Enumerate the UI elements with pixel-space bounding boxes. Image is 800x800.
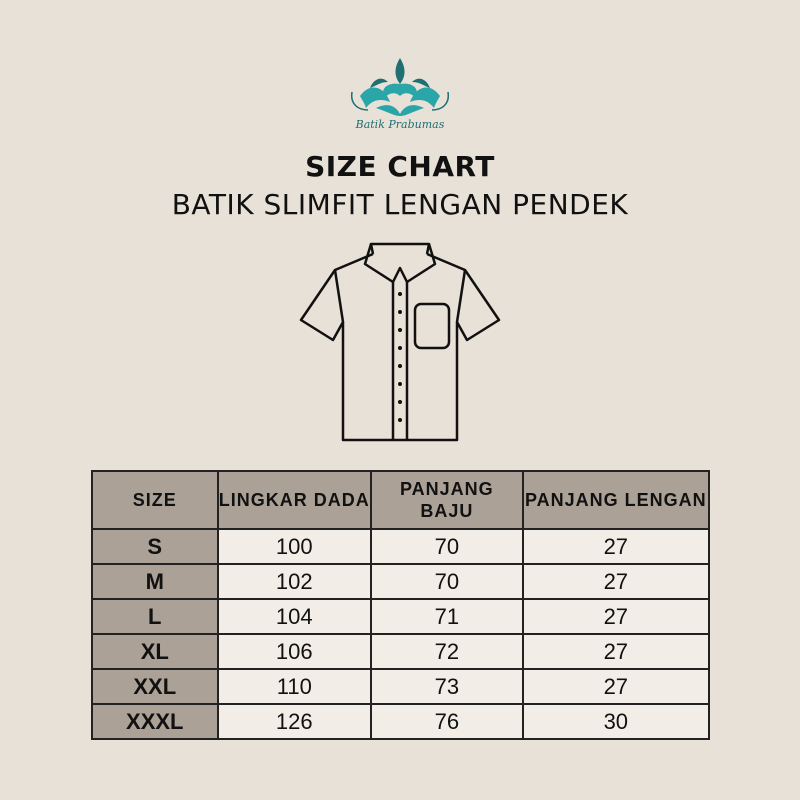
lingkar-dada-cell: 110 bbox=[216, 668, 373, 705]
table-row: S 100 70 27 bbox=[91, 528, 711, 565]
lingkar-dada-cell: 102 bbox=[216, 563, 373, 600]
batik-ornament-icon bbox=[350, 58, 450, 116]
brand-name: Batik Prabumas bbox=[355, 118, 445, 131]
size-cell: XL bbox=[91, 633, 219, 670]
panjang-lengan-cell: 27 bbox=[521, 633, 711, 670]
panjang-baju-cell: 70 bbox=[370, 563, 524, 600]
lingkar-dada-cell: 106 bbox=[216, 633, 373, 670]
panjang-baju-cell: 73 bbox=[370, 668, 524, 705]
table-row: L 104 71 27 bbox=[91, 598, 711, 635]
panjang-lengan-cell: 27 bbox=[521, 563, 711, 600]
size-cell: XXL bbox=[91, 668, 219, 705]
table-header-row: SIZE LINGKAR DADA PANJANG BAJU PANJANG L… bbox=[91, 470, 711, 530]
size-cell: S bbox=[91, 528, 219, 565]
panjang-lengan-cell: 30 bbox=[521, 703, 711, 740]
lingkar-dada-cell: 100 bbox=[216, 528, 373, 565]
panjang-lengan-cell: 27 bbox=[521, 598, 711, 635]
size-cell: XXXL bbox=[91, 703, 219, 740]
page-title: SIZE CHART bbox=[305, 150, 495, 183]
lingkar-dada-cell: 104 bbox=[216, 598, 373, 635]
table-row: XXL 110 73 27 bbox=[91, 668, 711, 705]
column-header-panjang-baju: PANJANG BAJU bbox=[370, 470, 524, 530]
short-sleeve-shirt-icon bbox=[299, 242, 501, 442]
size-cell: M bbox=[91, 563, 219, 600]
size-cell: L bbox=[91, 598, 219, 635]
table-row: XXXL 126 76 30 bbox=[91, 703, 711, 740]
panjang-baju-cell: 70 bbox=[370, 528, 524, 565]
table-row: M 102 70 27 bbox=[91, 563, 711, 600]
panjang-baju-cell: 71 bbox=[370, 598, 524, 635]
panjang-lengan-cell: 27 bbox=[521, 668, 711, 705]
table-row: XL 106 72 27 bbox=[91, 633, 711, 670]
column-header-panjang-lengan: PANJANG LENGAN bbox=[521, 470, 711, 530]
size-chart-table: SIZE LINGKAR DADA PANJANG BAJU PANJANG L… bbox=[91, 470, 711, 740]
panjang-lengan-cell: 27 bbox=[521, 528, 711, 565]
column-header-size: SIZE bbox=[91, 470, 219, 530]
lingkar-dada-cell: 126 bbox=[216, 703, 373, 740]
column-header-lingkar-dada: LINGKAR DADA bbox=[216, 470, 373, 530]
brand-logo: Batik Prabumas bbox=[340, 52, 460, 142]
panjang-baju-cell: 72 bbox=[370, 633, 524, 670]
panjang-baju-cell: 76 bbox=[370, 703, 524, 740]
page-subtitle: BATIK SLIMFIT LENGAN PENDEK bbox=[171, 188, 629, 221]
